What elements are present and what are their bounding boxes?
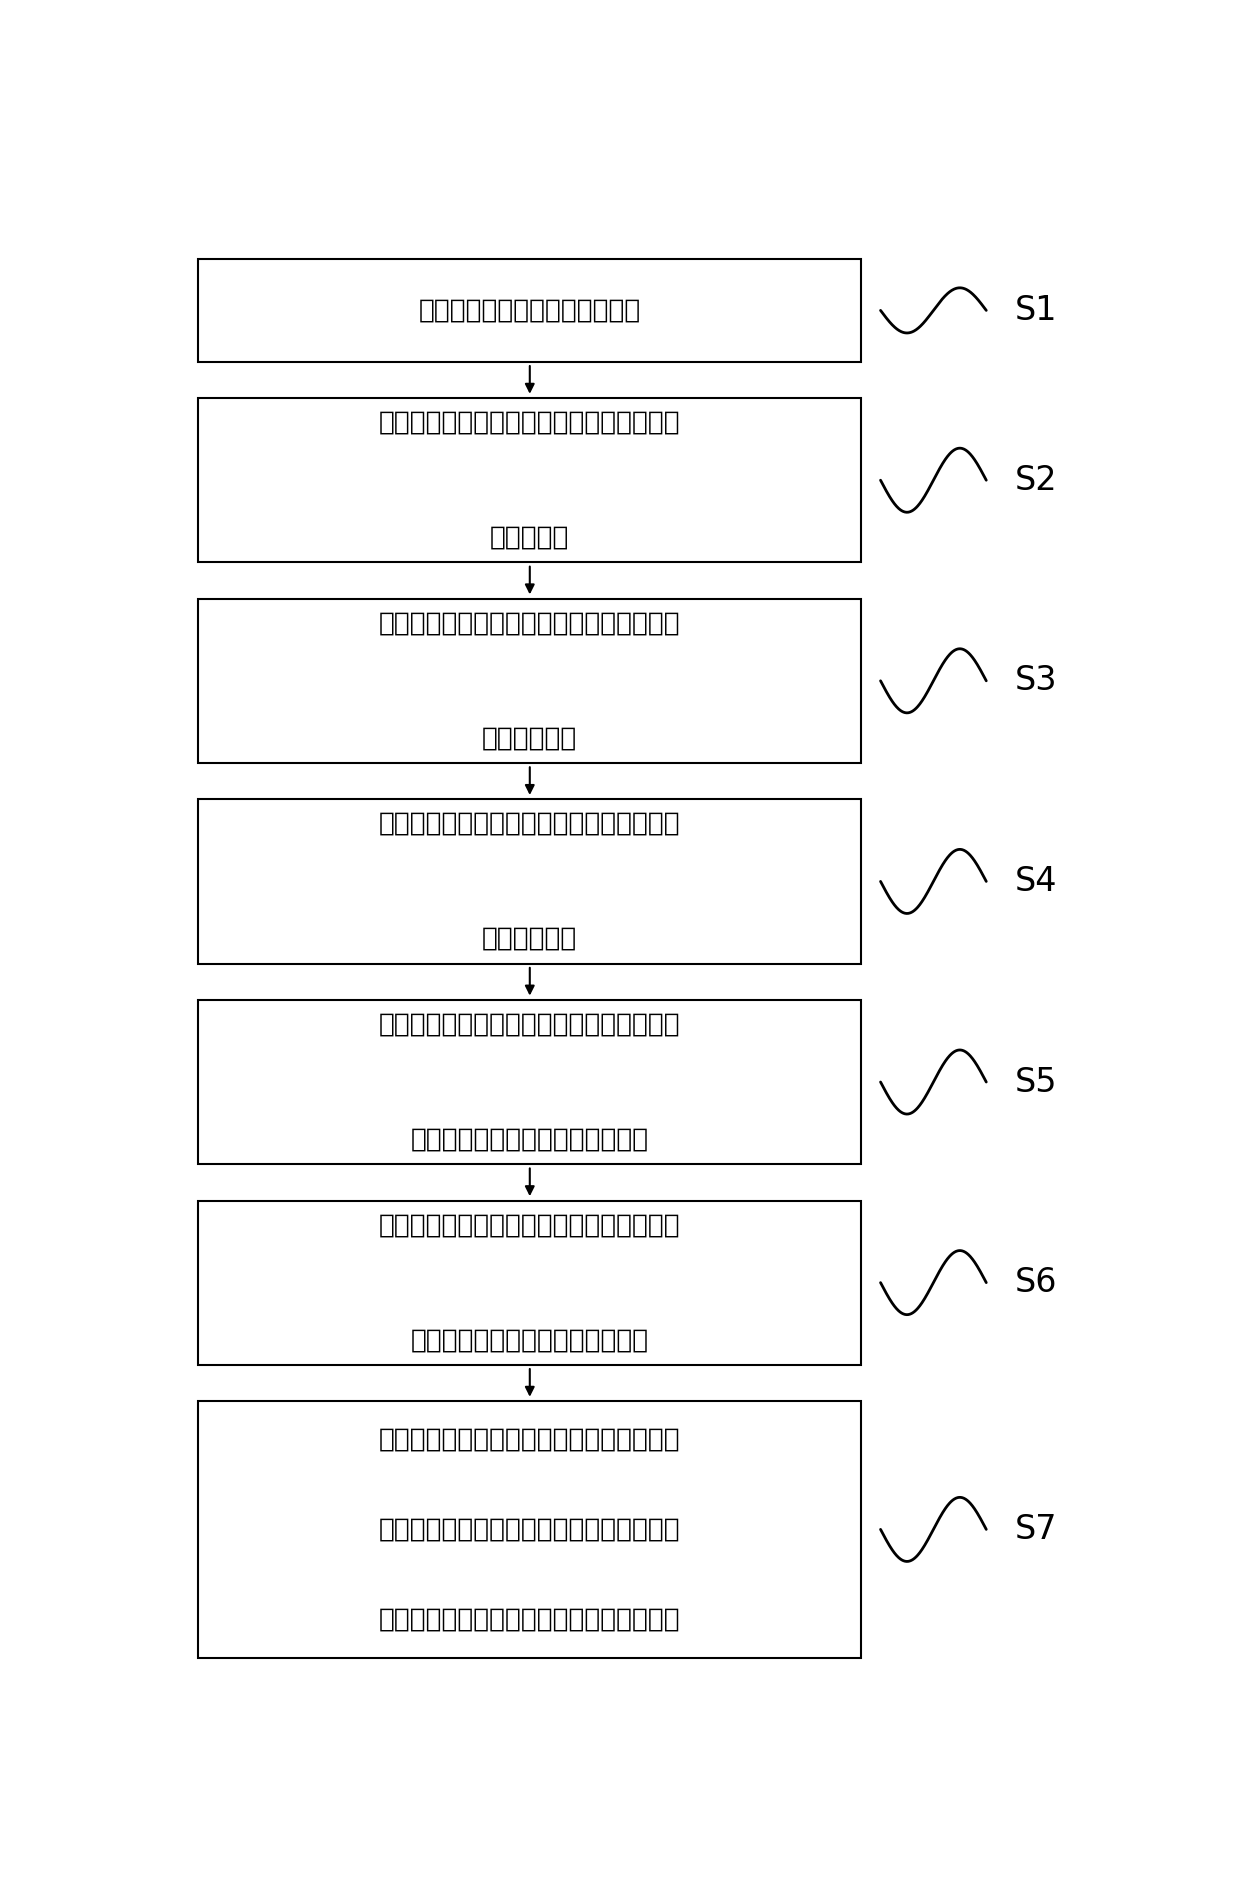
Text: S1: S1 — [1016, 293, 1058, 327]
Text: S2: S2 — [1016, 464, 1058, 498]
Text: 根据所述泄洪过程线、所述洪水过程线及所: 根据所述泄洪过程线、所述洪水过程线及所 — [379, 1213, 681, 1237]
FancyBboxPatch shape — [198, 259, 862, 361]
FancyBboxPatch shape — [198, 598, 862, 762]
Text: S4: S4 — [1016, 865, 1058, 899]
Text: 述调洪库容曲线确定洪水位过程线: 述调洪库容曲线确定洪水位过程线 — [410, 1326, 649, 1353]
Text: S3: S3 — [1016, 664, 1058, 698]
Text: S6: S6 — [1016, 1266, 1058, 1300]
Text: 调洪库容曲线: 调洪库容曲线 — [482, 725, 578, 751]
Text: 所述泄洪能力曲线确定泄洪过程线: 所述泄洪能力曲线确定泄洪过程线 — [410, 1126, 649, 1152]
Text: 根据所述尾矿坝参数确定所述目标尾矿坝的: 根据所述尾矿坝参数确定所述目标尾矿坝的 — [379, 411, 681, 435]
Text: 根据所述尾矿坝参数确定所述目标尾矿坝的: 根据所述尾矿坝参数确定所述目标尾矿坝的 — [379, 611, 681, 636]
Text: 泄洪能力曲线: 泄洪能力曲线 — [482, 925, 578, 952]
FancyBboxPatch shape — [198, 1001, 862, 1164]
Text: 洪水过程线: 洪水过程线 — [490, 524, 569, 551]
FancyBboxPatch shape — [198, 798, 862, 963]
Text: 提供一目标尾矿坝的尾矿坝参数: 提供一目标尾矿坝的尾矿坝参数 — [419, 297, 641, 324]
FancyBboxPatch shape — [198, 397, 862, 562]
Text: 数值仿真的水位边界条件，以模拟洪水过程: 数值仿真的水位边界条件，以模拟洪水过程 — [379, 1515, 681, 1542]
Text: S7: S7 — [1016, 1514, 1058, 1546]
Text: S5: S5 — [1016, 1065, 1058, 1099]
FancyBboxPatch shape — [198, 1402, 862, 1657]
Text: 根据所述尾矿坝参数确定所述目标尾矿坝的: 根据所述尾矿坝参数确定所述目标尾矿坝的 — [379, 812, 681, 836]
Text: 根据所述洪水过程线、所述调洪库容曲线及: 根据所述洪水过程线、所述调洪库容曲线及 — [379, 1012, 681, 1037]
Text: 中洪水位的变化对尾矿坝渗流场的瞬态影响: 中洪水位的变化对尾矿坝渗流场的瞬态影响 — [379, 1606, 681, 1633]
FancyBboxPatch shape — [198, 1201, 862, 1364]
Text: 根据所述的尾矿坝洪水位过程线作为尾矿坝: 根据所述的尾矿坝洪水位过程线作为尾矿坝 — [379, 1427, 681, 1453]
